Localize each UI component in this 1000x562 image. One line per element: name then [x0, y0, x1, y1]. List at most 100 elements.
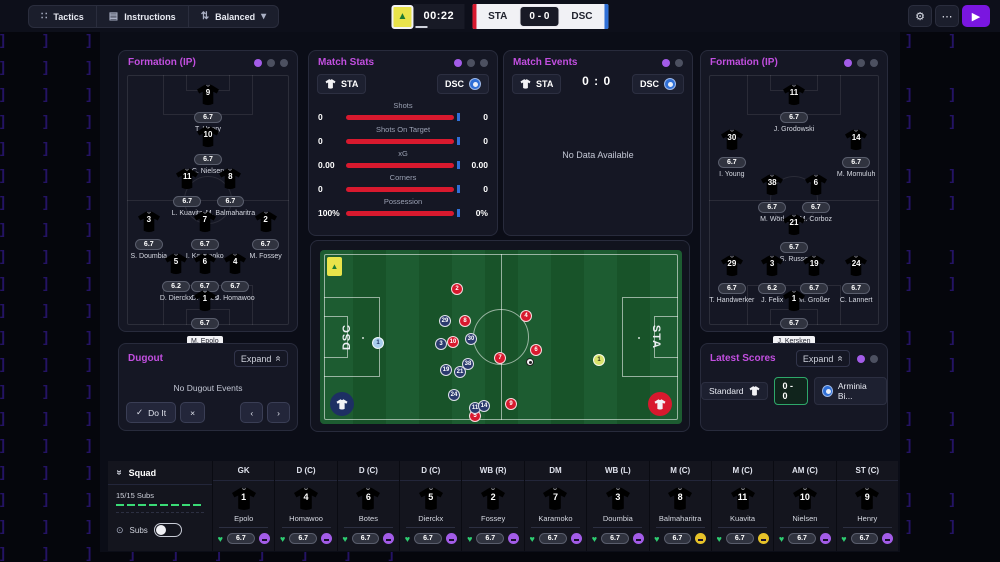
morale-icon — [632, 533, 644, 544]
formation-player[interactable]: 38 6.7 M. Wörl — [740, 174, 804, 223]
pitch-player-dot[interactable]: 19 — [440, 364, 452, 376]
continue-button[interactable]: ▶ — [962, 5, 990, 27]
subs-toggle[interactable] — [153, 523, 182, 537]
formation-player[interactable]: 8 6.7 M. Balmaharitra — [198, 168, 262, 217]
panel-menu-dot[interactable] — [857, 354, 865, 363]
more-button[interactable]: ⋯ — [935, 5, 959, 27]
squad-player-column[interactable]: D (C) 6 Botes ♥ 6.7 — [337, 461, 400, 551]
panel-menu-dot[interactable] — [870, 58, 878, 67]
player-rating: 6.7 — [173, 196, 202, 207]
squad-collapse-button[interactable]: « Squad — [108, 461, 212, 485]
pitch-player-dot[interactable]: 6 — [530, 344, 542, 356]
pitch-player-dot[interactable]: 21 — [454, 366, 466, 378]
home-team-chip[interactable]: STA — [317, 74, 367, 94]
pitch-player-dot[interactable]: 29 — [439, 315, 451, 327]
stat-away-value: 0.00 — [471, 160, 488, 170]
squad-player-column[interactable]: AM (C) 10 Nielsen ♥ 6.7 — [774, 461, 836, 551]
morale-icon — [508, 533, 520, 544]
pitch-player-dot[interactable]: 1 — [372, 337, 384, 349]
squad-player-column[interactable]: D (C) 5 Dierckx ♥ 6.7 — [400, 461, 462, 551]
do-it-button[interactable]: ✓ Do It — [126, 402, 177, 423]
panel-menu-dot[interactable] — [662, 58, 670, 67]
prev-button[interactable]: ‹ — [240, 402, 264, 423]
formation-player[interactable]: 30 6.7 I. Young — [700, 129, 764, 178]
subs-toggle-label: Subs — [129, 525, 148, 535]
pitch-player-dot[interactable]: 14 — [478, 400, 490, 412]
shirt-number: 21 — [789, 218, 799, 227]
formation-player[interactable]: 14 6.7 M. Momuluh — [824, 129, 888, 178]
pitch-player-dot[interactable]: 24 — [448, 389, 460, 401]
formation-player[interactable]: 1 6.7 M. Epolo — [173, 290, 237, 348]
pitch-player-dot[interactable]: 30 — [465, 333, 477, 345]
formation-player[interactable]: 10 6.7 C. Nielsen — [176, 126, 240, 175]
shirt-number: 5 — [428, 492, 434, 502]
instructions-button[interactable]: ▤ Instructions — [97, 6, 189, 27]
formation-player[interactable]: 24 6.7 C. Lannert — [824, 255, 888, 304]
home-kit-button[interactable] — [648, 392, 672, 416]
squad-player-column[interactable]: DM 7 Karamoko ♥ 6.7 — [524, 461, 587, 551]
pitch-player-dot[interactable]: 38 — [462, 358, 474, 370]
formation-player[interactable]: 4 6.7 J. Homawoo — [203, 253, 267, 302]
formation-player[interactable]: 3 6.7 S. Doumbia — [117, 211, 181, 260]
panel-menu-dot[interactable] — [857, 58, 865, 67]
panel-menu-dot[interactable] — [870, 354, 878, 363]
panel-menu-dot[interactable] — [254, 58, 262, 67]
home-team-chip[interactable]: Standard — [701, 382, 768, 400]
formation-player[interactable]: 5 6.2 D. Dierckx — [144, 253, 208, 302]
mentality-label: Balanced — [215, 11, 256, 22]
pitch-player-dot[interactable] — [526, 358, 534, 366]
panel-menu-dot[interactable] — [267, 58, 275, 67]
player-name: Karamoko — [530, 514, 581, 528]
player-name: M. Fossey — [249, 253, 282, 260]
expand-button[interactable]: Expand « — [795, 350, 850, 367]
formation-player[interactable]: 6 6.7 M. Corboz — [784, 174, 848, 223]
home-team-chip[interactable]: STA — [512, 74, 562, 94]
panel-menu-dot[interactable] — [467, 58, 475, 67]
squad-player-column[interactable]: M (C) 11 Kuavita ♥ 6.7 — [711, 461, 774, 551]
pitch-player-dot[interactable]: 8 — [459, 315, 471, 327]
formation-player[interactable]: 2 6.7 M. Fossey — [234, 211, 298, 260]
formation-player[interactable]: 19 6.7 M. Großer — [782, 255, 846, 304]
panel-menu-dot[interactable] — [844, 58, 852, 67]
pitch-player-dot[interactable]: 9 — [505, 398, 517, 410]
formation-player[interactable]: 21 6.7 S. Russo — [762, 214, 826, 263]
squad-player-column[interactable]: WB (R) 2 Fossey ♥ 6.7 — [462, 461, 524, 551]
expand-button[interactable]: Expand « — [233, 350, 288, 367]
away-color-accent — [604, 4, 609, 29]
squad-player-column[interactable]: WB (L) 3 Doumbia ♥ 6.7 — [587, 461, 649, 551]
away-team-chip[interactable]: Arminia Bi... — [813, 377, 887, 405]
away-team-chip[interactable]: DSC — [436, 74, 489, 94]
panel-menu-dot[interactable] — [280, 58, 288, 67]
pitch-player-dot[interactable]: 2 — [451, 283, 463, 295]
formation-player[interactable]: 29 6.7 T. Handwerker — [700, 255, 764, 304]
formation-player[interactable]: 11 6.7 L. Kuavita — [155, 168, 219, 217]
mentality-dropdown[interactable]: ⇅ Balanced ▾ — [189, 6, 278, 27]
squad-player-column[interactable]: M (C) 8 Balmaharitra ♥ 6.7 — [649, 461, 711, 551]
formation-player[interactable]: 1 6.7 J. Kersken — [762, 290, 826, 348]
pitch-player-dot[interactable]: 3 — [435, 338, 447, 350]
squad-player-column[interactable]: ST (C) 9 Henry ♥ 6.7 — [836, 461, 898, 551]
away-team-chip[interactable]: DSC — [631, 74, 684, 94]
formation-player[interactable]: 3 6.2 J. Felix — [740, 255, 804, 304]
squad-player-column[interactable]: D (C) 4 Homawoo ♥ 6.7 — [275, 461, 337, 551]
pitch-player-dot[interactable]: 1 — [593, 354, 605, 366]
dismiss-button[interactable]: × — [180, 402, 206, 423]
stat-home-value: 0 — [318, 112, 323, 122]
shirt-icon: 2 — [253, 211, 279, 233]
pitch-player-dot[interactable]: 10 — [447, 336, 459, 348]
settings-button[interactable]: ⚙ — [908, 5, 932, 27]
pitch-player-dot[interactable]: 7 — [494, 352, 506, 364]
player-name: L. Kuavita — [171, 210, 203, 217]
formation-player[interactable]: 11 6.7 J. Grodowski — [762, 84, 826, 133]
panel-menu-dot[interactable] — [675, 58, 683, 67]
shirt-number: 11 — [737, 492, 748, 502]
panel-menu-dot[interactable] — [454, 58, 462, 67]
pitch[interactable]: ▲ DSC STA 2 8 10 4 7 6 9 5 29 — [320, 250, 682, 424]
pitch-player-dot[interactable]: 4 — [520, 310, 532, 322]
panel-menu-dot[interactable] — [480, 58, 488, 67]
squad-player-column[interactable]: GK 1 Epolo ♥ 6.7 — [213, 461, 275, 551]
next-button[interactable]: › — [267, 402, 290, 423]
stat-row: Shots 0 0 — [309, 101, 497, 122]
away-kit-button[interactable] — [330, 392, 354, 416]
tactics-button[interactable]: ∷ Tactics — [29, 6, 97, 27]
